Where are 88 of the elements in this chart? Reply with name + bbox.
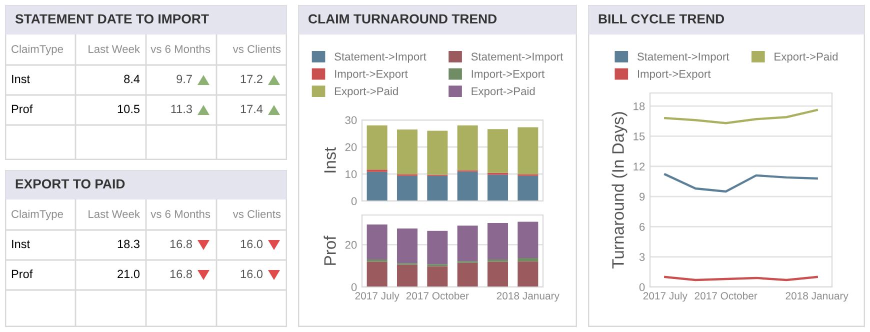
bar [366,262,388,287]
text: 10.5 [118,104,140,114]
legend-label: Import->Export [335,70,408,80]
legend-label: Statement->Import [334,52,426,63]
y-tick-label: 15 [634,132,645,140]
bar [518,261,538,287]
bar [457,262,478,287]
text: 11.3 [171,104,192,114]
x-tick-label: 2017 October [694,292,758,300]
y-tick-label: 20 [345,240,357,249]
y-tick-label: 20 [345,143,357,152]
text: 9.7 [176,74,192,84]
bar [518,127,538,174]
text: 8.4 [124,74,140,84]
bar [396,176,418,201]
text: EXPORT TO PAID [16,179,125,189]
text: 21.0 [118,270,140,278]
legend-label: Import->Export [638,70,711,80]
x-tick-label: 2017 July [643,292,688,302]
category-label: ClaimType [12,210,63,220]
line-series [664,173,818,193]
bar [427,266,448,287]
category-label: Last Week [88,210,140,218]
chart-title: CLAIM TURNAROUND TREND [308,14,497,24]
legend-label: Import->Export [472,70,545,80]
category-label: vs Clients [232,210,281,218]
bar [427,176,448,201]
x-tick-label: 2017 July [355,292,400,302]
text: 17.2 [240,74,262,84]
category-label: vs 6 Months [150,44,210,53]
category-label: vs 6 Months [150,210,210,218]
text: Inst [12,240,30,248]
bar [487,174,508,201]
bar [457,172,478,201]
bar [457,125,478,170]
text: 16.0 [240,270,263,278]
line-series [664,108,818,124]
y-tick-label: 9 [639,192,645,201]
bar [396,228,418,264]
bar [366,224,388,260]
text: 18.3 [118,240,140,248]
legend-label: Export->Paid [472,87,535,98]
y-tick-label: 3 [639,253,645,261]
category-label: ClaimType [12,44,63,56]
bar [487,262,508,287]
text: STATEMENT DATE TO IMPORT [15,14,209,24]
legend-label: Export->Paid [774,52,838,63]
text: 16.0 [240,240,263,248]
bar [366,125,388,170]
text: 17.4 [240,104,263,114]
chart-title: BILL CYCLE TREND [598,14,724,24]
y-tick-label: 18 [634,102,645,110]
y-tick-label: 6 [640,222,645,231]
y-tick-label: 0 [351,283,357,292]
bar [396,129,418,174]
text: Prof [12,270,33,278]
text: 16.8 [170,240,192,248]
x-tick-label: 2018 January [496,292,560,302]
y-tick-label: 12 [634,162,645,170]
x-tick-label: 2018 January [786,292,848,302]
x-tick-label: 2017 October [406,292,469,300]
bar [487,259,508,262]
bar [427,230,448,264]
bar [427,130,448,175]
y-axis-title: Turnaround (In Days) [612,112,628,269]
y-axis-title: Prof [324,236,336,265]
bar [457,226,478,262]
bar [487,223,508,260]
legend-label: Export->Paid [334,87,398,98]
text: 16.8 [170,270,192,278]
category-label: vs Clients [232,44,281,53]
bar [366,172,388,201]
bar [366,259,388,262]
bar [396,264,418,287]
bar [518,176,538,201]
bar [487,129,508,173]
legend-label: Statement->Import [471,52,564,63]
text: Inst [12,74,30,84]
y-tick-label: 10 [346,170,357,178]
y-tick-label: 0 [639,283,645,292]
bar [518,222,538,258]
bar [518,258,538,262]
legend-label: Statement->Import [637,52,730,63]
text: Prof [12,104,33,114]
y-tick-label: 30 [345,116,357,124]
y-tick-label: 0 [351,197,357,206]
category-label: Last Week [88,44,140,53]
y-axis-title: Inst [324,147,336,172]
